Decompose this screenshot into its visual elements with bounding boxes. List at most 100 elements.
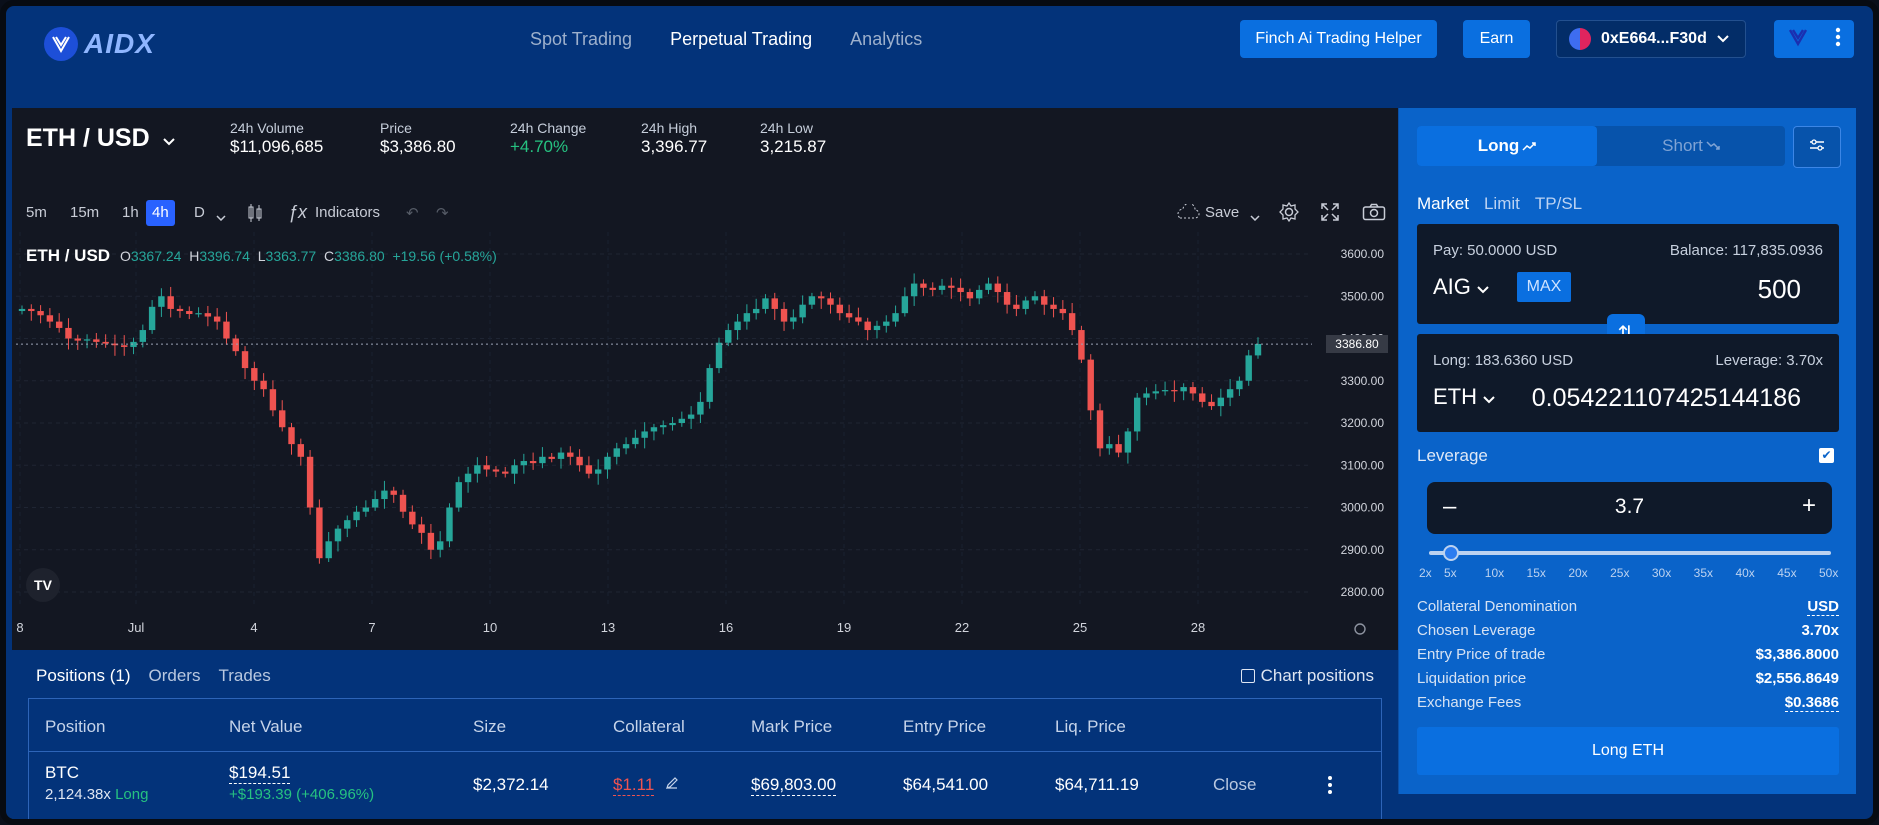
wallet-button[interactable]: 0xE664...F30d (1556, 20, 1746, 58)
tab-orders[interactable]: Orders (148, 666, 201, 685)
leverage-tick-label[interactable]: 25x (1610, 566, 1630, 580)
candle-body (446, 507, 453, 542)
tradingview-logo-icon[interactable]: TV (26, 568, 60, 602)
tab-trades[interactable]: Trades (218, 666, 271, 685)
candle-body (1022, 300, 1029, 309)
leverage-tick-label[interactable]: 30x (1651, 566, 1672, 580)
col-entry-price: Entry Price (903, 717, 987, 736)
ai-helper-button[interactable]: Finch Ai Trading Helper (1240, 20, 1437, 58)
tab-market[interactable]: Market (1417, 194, 1469, 213)
col-position: Position (45, 717, 106, 736)
redo-icon[interactable]: ↷ (436, 205, 449, 222)
indicators-icon[interactable]: ƒx (288, 202, 308, 222)
candle-body (520, 461, 528, 466)
stat-value: +4.70% (510, 137, 569, 156)
leverage-tick-label[interactable]: 10x (1484, 566, 1505, 580)
checkbox-icon[interactable] (1240, 669, 1255, 683)
tab-positions[interactable]: Positions (1) (36, 666, 131, 685)
chevron-down-icon[interactable] (216, 208, 226, 225)
pay-token-selector[interactable]: AIG (1433, 274, 1489, 300)
leverage-tick-label[interactable]: 45x (1777, 566, 1797, 580)
leverage-slider[interactable] (1429, 545, 1831, 561)
position-net-value[interactable]: $194.51 (229, 763, 291, 784)
candle-body (371, 499, 379, 508)
trend-down-icon (1706, 136, 1720, 156)
detail-value[interactable]: USD (1807, 598, 1839, 616)
position-mark-price[interactable]: $69,803.00 (751, 775, 837, 796)
long-eth-button[interactable]: Long ETH (1417, 727, 1839, 775)
x-tick-label: 8 (16, 620, 23, 635)
earn-button[interactable]: Earn (1463, 20, 1530, 58)
slider-handle[interactable] (1443, 545, 1460, 561)
logo[interactable]: AIDX (44, 26, 155, 62)
candle-body (511, 465, 518, 474)
timeframe-4h[interactable]: 4h (146, 200, 175, 226)
fullscreen-icon[interactable] (1320, 202, 1340, 226)
undo-icon[interactable]: ↶ (406, 205, 419, 222)
tab-limit[interactable]: Limit (1483, 194, 1520, 213)
timeframe-5m[interactable]: 5m (26, 204, 47, 221)
brand-icon[interactable] (1787, 26, 1809, 53)
candle-body (483, 465, 490, 470)
candle-body (316, 507, 323, 559)
camera-icon[interactable] (1362, 203, 1386, 225)
trade-settings-button[interactable] (1793, 126, 1841, 168)
chart-toolbar: 5m 15m 1h 4h D ƒx Indicators ↶ ↷ Save (12, 198, 1398, 228)
nav-spot-trading[interactable]: Spot Trading (530, 29, 633, 49)
save-button[interactable]: Save (1205, 204, 1240, 221)
y-tick-label: 2900.00 (1341, 543, 1385, 557)
leverage-tick-label[interactable]: 40x (1735, 566, 1755, 580)
timeframe-d[interactable]: D (194, 204, 205, 221)
edit-pencil-icon[interactable] (665, 775, 679, 795)
candle-body (660, 425, 667, 428)
indicators-button[interactable]: Indicators (315, 204, 381, 221)
leverage-tick-label[interactable]: 50x (1819, 566, 1839, 580)
chart-positions-toggle[interactable]: Chart positions (1240, 666, 1374, 686)
leverage-value-input[interactable]: 3.7 (1614, 495, 1645, 518)
candle-body (1171, 390, 1178, 392)
increase-leverage-button[interactable]: + (1801, 492, 1816, 519)
detail-value[interactable]: $0.3686 (1784, 694, 1839, 712)
leverage-checkbox[interactable]: ✔ (1819, 448, 1834, 463)
leverage-tick-label[interactable]: 35x (1693, 566, 1714, 580)
leverage-tick-label[interactable]: 5x (1444, 566, 1457, 580)
more-vertical-icon[interactable] (1327, 775, 1333, 800)
timeframe-15m[interactable]: 15m (70, 204, 100, 221)
cloud-save-icon[interactable] (1174, 203, 1200, 224)
legend-open: 3367.24 (130, 248, 182, 264)
tab-tp-sl[interactable]: TP/SL (1534, 194, 1583, 213)
settings-gear-icon[interactable] (1278, 201, 1300, 227)
max-button[interactable]: MAX (1517, 272, 1571, 302)
short-tab[interactable]: Short (1597, 126, 1785, 166)
close-position-button[interactable]: Close (1213, 775, 1257, 794)
nav-analytics[interactable]: Analytics (850, 29, 923, 49)
nav-perpetual-trading[interactable]: Perpetual Trading (670, 29, 813, 49)
main-nav: Spot Trading Perpetual Trading Analytics (530, 29, 922, 50)
leverage-tick-label[interactable]: 15x (1526, 566, 1546, 580)
theme-toggle-icon[interactable] (1354, 623, 1366, 635)
timeframe-1h[interactable]: 1h (122, 204, 139, 221)
decrease-leverage-button[interactable]: – (1443, 493, 1457, 520)
receive-token-selector[interactable]: ETH (1433, 384, 1495, 410)
candle-body (920, 283, 927, 288)
position-collateral[interactable]: $1.11 (613, 775, 655, 796)
positions-panel: Positions (1) Orders Trades Chart positi… (12, 650, 1398, 819)
pay-amount-input[interactable]: 500 (1757, 274, 1801, 304)
order-type-tabs: Market Limit TP/SL (1417, 194, 1582, 214)
candle-body (910, 283, 918, 297)
candle-body (418, 524, 425, 533)
stat-change: 24h Change +4.70% (510, 120, 586, 157)
leverage-tick-label[interactable]: 2x (1419, 566, 1432, 580)
candle-body (725, 330, 732, 343)
long-tab[interactable]: Long (1417, 126, 1597, 166)
candle-body (650, 427, 658, 432)
candle-body (613, 448, 620, 457)
pair-selector[interactable]: ETH / USD (26, 124, 175, 153)
leverage-tick-label[interactable]: 20x (1568, 566, 1588, 580)
price-chart[interactable]: 3600.003500.003400.003300.003200.003100.… (12, 108, 1398, 650)
more-vertical-icon[interactable] (1835, 27, 1841, 52)
account-menu[interactable] (1774, 20, 1854, 58)
candle-body (966, 292, 974, 299)
chevron-down-icon[interactable] (1250, 208, 1260, 225)
candle-type-icon[interactable] (246, 202, 264, 228)
